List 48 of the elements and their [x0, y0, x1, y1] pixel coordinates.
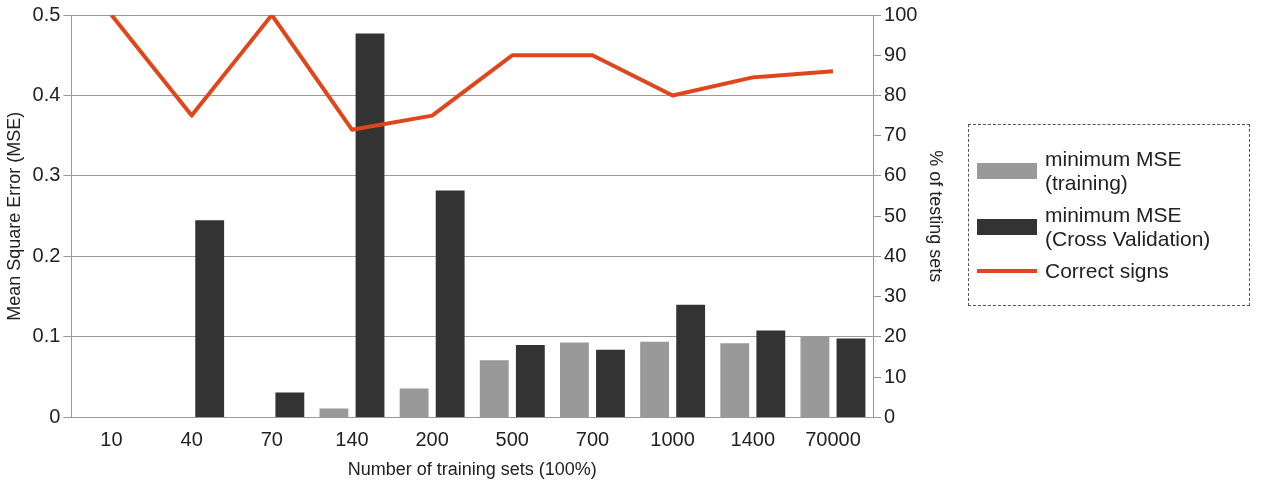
x-tick-label: 1400 — [730, 427, 776, 450]
x-tick-label: 200 — [415, 427, 449, 450]
y2-tick-label: 20 — [884, 324, 907, 347]
y2-tick-label: 50 — [884, 203, 907, 226]
y2-tick-label: 60 — [884, 163, 907, 186]
bar — [836, 338, 866, 417]
bar — [355, 33, 385, 417]
y2-axis-title: % of testing sets — [926, 150, 947, 283]
legend-label: minimum MSE (training) — [1045, 147, 1183, 195]
x-tick-label: 40 — [180, 427, 203, 450]
y-tick-label: 0.4 — [32, 83, 61, 105]
bar — [756, 330, 786, 417]
bar — [720, 343, 750, 417]
x-tick-label: 70 — [260, 427, 283, 450]
x-axis-title: Number of training sets (100%) — [347, 459, 597, 480]
bar — [560, 342, 589, 417]
y-tick-label: 0.3 — [32, 163, 61, 186]
x-tick-label: 10 — [100, 427, 123, 450]
y-axis-title: Mean Square Error (MSE) — [3, 111, 24, 321]
y2-tick-label: 90 — [884, 42, 907, 65]
bar — [399, 388, 429, 417]
x-tick-label: 70000 — [805, 427, 861, 450]
y-tick-label: 0.5 — [32, 2, 61, 25]
y2-tick-label: 30 — [884, 284, 907, 307]
bar — [676, 304, 706, 417]
y2-tick-label: 80 — [884, 83, 907, 105]
legend-label: Correct signs — [1045, 259, 1169, 283]
y2-tick-label: 70 — [884, 123, 907, 146]
x-tick-label: 1000 — [650, 427, 695, 450]
y2-tick-label: 40 — [884, 243, 907, 266]
bar — [515, 344, 545, 417]
bar — [435, 190, 465, 417]
bar — [319, 408, 349, 417]
x-tick-label: 500 — [495, 427, 529, 450]
y-tick-label: 0 — [49, 404, 61, 427]
bar — [596, 349, 625, 417]
bar — [275, 392, 305, 417]
y-tick-label: 0.1 — [32, 324, 61, 347]
y2-tick-label: 100 — [884, 2, 918, 25]
bar — [195, 220, 225, 417]
bar — [479, 360, 509, 417]
bar — [640, 341, 670, 417]
x-tick-label: 700 — [575, 427, 610, 450]
y-tick-label: 0.2 — [32, 243, 61, 266]
legend-label: minimum MSE (Cross Validation) — [1045, 203, 1212, 251]
y2-tick-label: 10 — [884, 364, 907, 387]
x-tick-label: 140 — [335, 427, 369, 450]
y2-tick-label: 0 — [884, 404, 896, 427]
